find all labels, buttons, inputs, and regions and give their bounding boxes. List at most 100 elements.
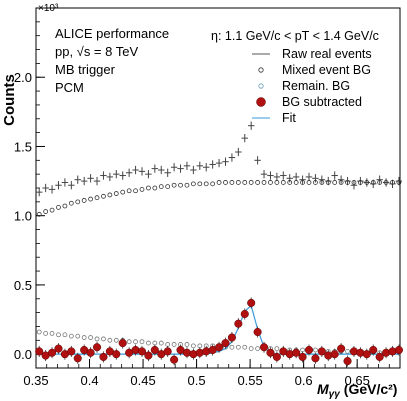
x-axis-label: M bbox=[317, 381, 329, 397]
y-axis-label: Counts bbox=[1, 74, 18, 126]
mixed-bg-point bbox=[293, 180, 299, 185]
bgsub-point bbox=[150, 345, 159, 355]
remain-bg-point bbox=[190, 343, 196, 349]
bgsub-point bbox=[343, 357, 352, 366]
mixed-bg-point bbox=[178, 182, 183, 188]
mixed-bg-point bbox=[242, 180, 248, 185]
bgsub-point bbox=[137, 347, 147, 356]
legend-label-mixed: Mixed event BG bbox=[282, 63, 371, 77]
y-tick-label: 0.0 bbox=[14, 347, 32, 362]
remain-bg-point bbox=[75, 333, 81, 339]
mixed-bg-point bbox=[126, 188, 132, 194]
remain-bg-point bbox=[235, 344, 241, 350]
remain-bg-point bbox=[43, 330, 49, 336]
bgsub-point bbox=[234, 319, 243, 328]
annotation-line-4: PCM bbox=[55, 80, 84, 95]
mixed-bg-point bbox=[357, 180, 363, 185]
mixed-bg-point bbox=[274, 180, 280, 185]
bgsub-point bbox=[54, 344, 63, 353]
mixed-bg-point bbox=[261, 180, 267, 185]
mixed-bg-point bbox=[351, 180, 357, 185]
mixed-bg-point bbox=[229, 180, 235, 185]
x-tick-label: 0.5 bbox=[188, 373, 206, 388]
mixed-bg-point bbox=[338, 180, 344, 185]
mixed-bg-point bbox=[165, 184, 171, 190]
annotation-line-3: MB trigger bbox=[55, 62, 116, 77]
remain-bg-point bbox=[139, 339, 145, 345]
remain-bg-point bbox=[68, 333, 74, 339]
legend-item-raw: Raw real events bbox=[252, 47, 372, 61]
mixed-bg-point bbox=[223, 180, 228, 185]
bgsub-point bbox=[272, 352, 281, 361]
bgsub-point bbox=[221, 339, 230, 348]
mixed-bg-point bbox=[370, 180, 376, 185]
mixed-bg-point bbox=[49, 207, 55, 213]
bgsub-point bbox=[362, 350, 371, 359]
remain-bg-point bbox=[248, 346, 254, 352]
mixed-bg-point bbox=[280, 180, 286, 185]
bgsub-point bbox=[247, 298, 256, 307]
mixed-bg-point bbox=[184, 182, 190, 188]
bgsub-point bbox=[163, 347, 172, 356]
legend-marker-bgsub bbox=[256, 97, 266, 107]
remain-bg-point bbox=[113, 337, 119, 343]
remain-bg-point bbox=[313, 347, 318, 353]
x-axis-title: Mγγ (GeV/c²) bbox=[317, 381, 397, 400]
x-tick-label: 0.6 bbox=[295, 373, 313, 388]
mixed-bg-point bbox=[319, 180, 325, 185]
mixed-bg-point bbox=[255, 180, 261, 185]
bgsub-point bbox=[375, 352, 384, 361]
mixed-bg-point bbox=[171, 182, 177, 188]
mixed-bg-point bbox=[94, 195, 100, 201]
legend: Raw real events Mixed event BG Remain. B… bbox=[252, 47, 372, 125]
bgsub-point bbox=[253, 327, 262, 337]
remain-bg-point bbox=[345, 348, 350, 354]
x-axis-unit: (GeV/c²) bbox=[344, 381, 398, 397]
remain-bg-point bbox=[36, 329, 42, 335]
remain-bg-point bbox=[126, 339, 132, 345]
bgsub-point bbox=[99, 352, 108, 361]
bgsub-point bbox=[259, 343, 269, 352]
x-tick-label: 0.55 bbox=[237, 373, 262, 388]
mixed-bg-point bbox=[197, 181, 203, 187]
mixed-bg-point bbox=[101, 193, 106, 199]
mixed-bg-point bbox=[36, 211, 42, 217]
bgsub-point bbox=[337, 344, 346, 353]
remain-bg-point bbox=[274, 346, 280, 352]
mixed-bg-point bbox=[107, 192, 113, 198]
mixed-bg-point bbox=[332, 180, 338, 185]
remain-bg-point bbox=[81, 335, 87, 340]
bgsub-point bbox=[292, 348, 301, 357]
bgsub-point bbox=[170, 355, 179, 364]
tick-layer: 0.35 0.4 0.45 0.5 0.55 0.6 0.65 0.0 0.5 1.0 1.5 2.0 bbox=[14, 21, 390, 388]
mixed-bg-point bbox=[81, 198, 87, 203]
bgsub-point bbox=[240, 309, 249, 319]
x-tick-label: 0.45 bbox=[130, 373, 155, 388]
remain-bg-point bbox=[94, 336, 100, 342]
remain-bg-point bbox=[171, 342, 177, 347]
mixed-bg-point bbox=[152, 185, 158, 191]
y-tick-label: 1.0 bbox=[14, 209, 32, 224]
legend-item-fit: Fit bbox=[252, 111, 296, 125]
bgsub-point bbox=[118, 339, 127, 348]
bgsub-point bbox=[298, 352, 307, 361]
bgsub-point bbox=[317, 347, 326, 356]
annotation-right: η: 1.1 GeV/c < pT < 1.4 GeV/c bbox=[211, 29, 379, 43]
mixed-bg-point bbox=[120, 189, 126, 195]
mixed-bg-point bbox=[88, 196, 93, 202]
legend-label-bgsub: BG subtracted bbox=[282, 95, 362, 109]
mixed-bg-point bbox=[383, 180, 389, 185]
y-tick-label: 0.5 bbox=[14, 278, 32, 293]
legend-label-fit: Fit bbox=[282, 111, 296, 125]
legend-item-bgsub: BG subtracted bbox=[256, 95, 362, 109]
mixed-bg-point bbox=[203, 181, 209, 187]
mixed-bg-point bbox=[396, 180, 402, 185]
mixed-bg-point bbox=[364, 180, 370, 185]
mixed-bg-point bbox=[190, 181, 196, 187]
mixed-bg-point bbox=[133, 188, 138, 194]
remain-bg-point bbox=[101, 336, 106, 342]
svg-text:Mγγ(GeV/c²): Mγγ (GeV/c²) bbox=[317, 381, 397, 400]
bgsub-point bbox=[330, 350, 339, 359]
mixed-bg-point bbox=[113, 191, 119, 196]
x-tick-label: 0.65 bbox=[345, 373, 370, 388]
